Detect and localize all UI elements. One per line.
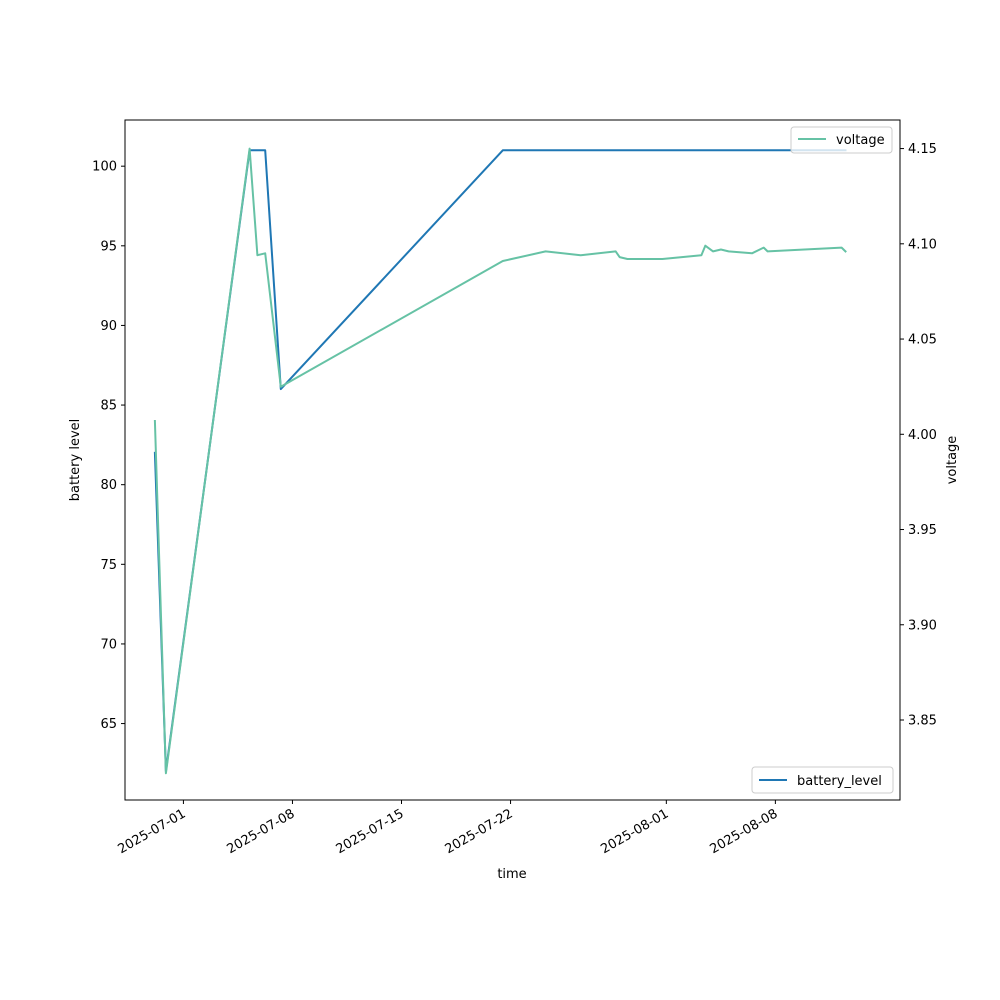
x-tick-label: 2025-08-08 xyxy=(707,806,780,857)
right-tick-label: 3.85 xyxy=(908,714,937,729)
legend-voltage: voltage xyxy=(790,126,893,154)
x-tick-label: 2025-07-08 xyxy=(225,806,298,857)
right-tick-label: 3.90 xyxy=(908,618,937,633)
right-tick-label: 4.10 xyxy=(908,237,937,252)
right-axis: 3.85 3.90 3.95 4.00 4.05 4.10 4.15 xyxy=(900,142,937,729)
x-tick-label: 2025-07-01 xyxy=(115,806,188,857)
legend-voltage-label: voltage xyxy=(836,133,885,148)
left-axis-title: battery level xyxy=(68,419,83,502)
left-tick-label: 90 xyxy=(100,319,117,334)
legend-battery-level: battery_level xyxy=(751,766,894,794)
legend-voltage-box xyxy=(790,126,893,154)
left-tick-label: 95 xyxy=(100,239,117,254)
left-tick-label: 80 xyxy=(100,478,117,493)
series-layer xyxy=(153,147,847,775)
x-axis-title: time xyxy=(497,867,526,882)
right-tick-label: 3.95 xyxy=(908,523,937,538)
left-tick-label: 65 xyxy=(100,717,117,732)
left-tick-label: 70 xyxy=(100,637,117,652)
left-tick-label: 75 xyxy=(100,558,117,573)
right-tick-label: 4.00 xyxy=(908,428,937,443)
legend-battery-level-label: battery_level xyxy=(797,774,882,789)
x-tick-label: 2025-07-22 xyxy=(443,806,516,857)
x-tick-label: 2025-07-15 xyxy=(334,806,407,857)
right-axis-title: voltage xyxy=(945,436,960,485)
plot-frame xyxy=(124,119,901,801)
plot-background xyxy=(125,120,900,800)
right-tick-label: 4.05 xyxy=(908,333,937,348)
left-tick-label: 85 xyxy=(100,399,117,414)
left-axis: 65 70 75 80 85 90 95 100 xyxy=(92,160,125,732)
series-line-voltage xyxy=(153,147,847,775)
right-tick-label: 4.15 xyxy=(908,142,937,157)
left-tick-label: 100 xyxy=(92,160,117,175)
x-axis: 2025-07-01 2025-07-08 2025-07-15 2025-07-22… xyxy=(115,800,780,857)
x-tick-label: 2025-08-01 xyxy=(598,806,671,857)
legend-battery-level-box xyxy=(751,766,894,794)
